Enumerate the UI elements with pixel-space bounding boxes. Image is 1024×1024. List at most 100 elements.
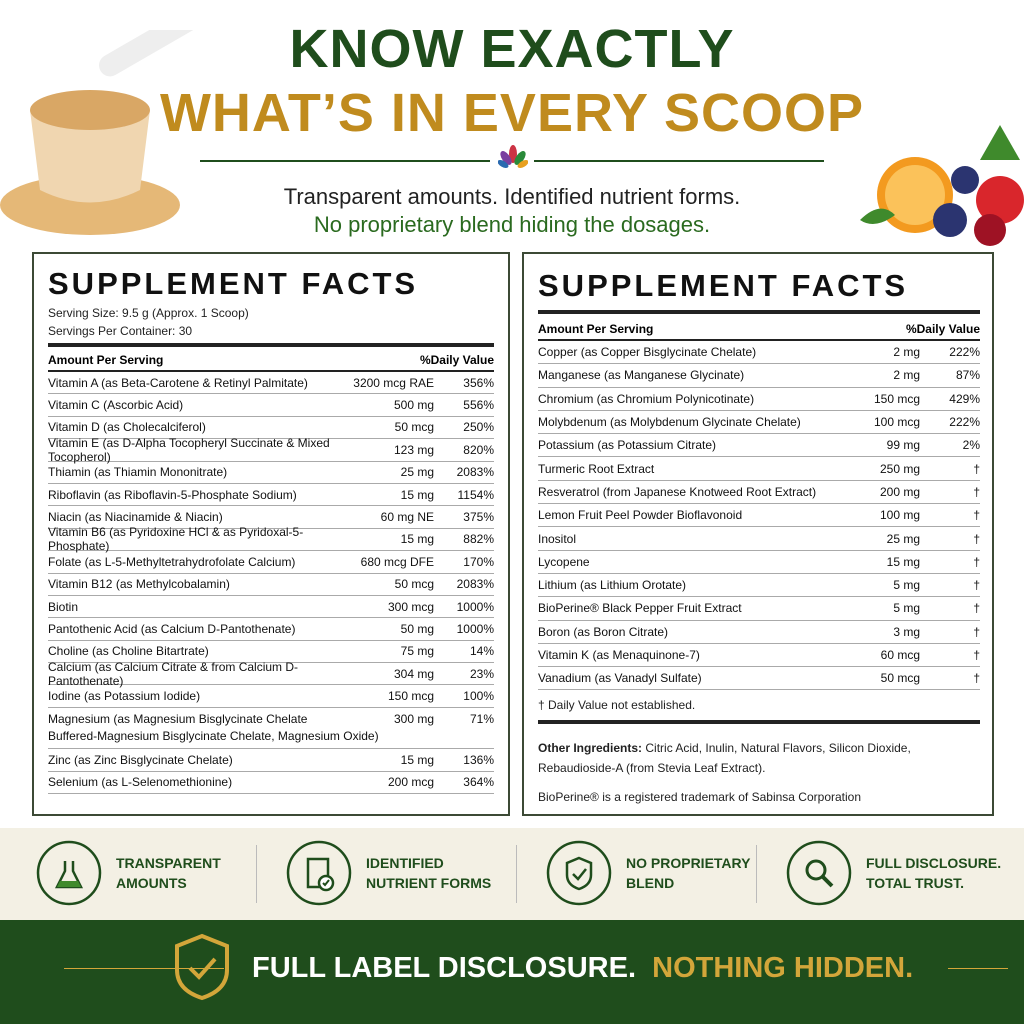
nutrient: Chromium (as Chromium Polynicotinate) — [538, 391, 755, 406]
row-wrap: Manganese (as Manganese Glycinate) 2 mg 87… — [538, 364, 980, 388]
amount: 60 mcg — [880, 648, 920, 662]
feature-icon — [36, 840, 102, 906]
daily-value: † — [973, 461, 980, 476]
daily-value: 356% — [463, 375, 494, 390]
feature-line: NO PROPRIETARY — [626, 855, 751, 871]
nutrient: Turmeric Root Extract — [538, 461, 655, 476]
daily-value: † — [973, 671, 980, 686]
amount: 3 mg — [893, 624, 920, 639]
text: NOTHING HIDDEN. — [652, 952, 914, 984]
row: Pantothenic Acid (as Calcium D-Pantothen… — [48, 618, 494, 639]
daily-value: 2% — [962, 438, 980, 453]
row: Zinc (as Zinc Bisglycinate Chelate) 15 mg… — [48, 749, 494, 770]
daily-value: 23% — [469, 666, 494, 681]
feature-label: IDENTIFIED NUTRIENT FORMS — [366, 853, 491, 893]
row-wrap: Riboflavin (as Riboflavin-5-Phosphate So… — [48, 484, 494, 507]
amount: 15 mg — [886, 554, 920, 569]
right-panel: SUPPLEMENT FACTS Amount Per Serving %Dail… — [522, 252, 994, 816]
header-cell: Amount Per Serving — [48, 353, 164, 367]
amount: 50 mg — [400, 621, 434, 636]
nutrient: Vitamin A (as Beta-Carotene & Retinyl Pa… — [48, 375, 308, 390]
nutrient: Vanadium (as Vanadyl Sulfate) — [538, 671, 702, 686]
row-wrap: Molybdenum (as Molybdenum Glycinate Chel… — [538, 411, 980, 435]
row-wrap: Inositol 25 mg † — [538, 527, 980, 551]
nutrient: Selenium (as L-Selenomethionine) — [48, 775, 233, 790]
amount: 75 mg — [400, 644, 434, 659]
feature: IDENTIFIED NUTRIENT FORMS — [286, 840, 491, 906]
amount: 250 mg — [879, 461, 920, 476]
daily-value: 87% — [955, 368, 980, 383]
row: Manganese (as Manganese Glycinate) 2 mg 87… — [538, 364, 980, 386]
row: Chromium (as Chromium Polynicotinate) 150… — [538, 388, 980, 410]
amount: 2 mg — [893, 345, 920, 360]
row-wrap: Biotin 300 mcg 1000% — [48, 596, 494, 619]
row: Magnesium (as Magnesium Bisglycinate Che… — [48, 708, 494, 729]
subtitle: No proprietary blend hiding the dosages. — [313, 212, 711, 237]
amount: 15 mg — [400, 487, 434, 502]
row-wrap: Resveratrol (from Japanese Knotweed Root… — [538, 481, 980, 505]
amount: 150 mcg — [873, 391, 920, 406]
shield-icon — [175, 933, 229, 1001]
daily-value: 71% — [469, 711, 494, 726]
fruit-image — [860, 125, 1024, 246]
feature-line: NUTRIENT FORMS — [366, 875, 492, 891]
header-cell: %Daily Value — [905, 322, 980, 336]
nutrient: Iodine (as Potassium Iodide) — [48, 689, 201, 704]
scoop-image — [0, 30, 206, 235]
nutrient: Vitamin K (as Menaquinone-7) — [538, 648, 700, 662]
row-wrap: Vanadium (as Vanadyl Sulfate) 50 mcg † — [538, 667, 980, 691]
row-wrap: Zinc (as Zinc Bisglycinate Chelate) 15 mg… — [48, 749, 494, 772]
feature-line: FULL DISCLOSURE. — [866, 855, 1002, 871]
row-wrap: Potassium (as Potassium Citrate) 99 mg 2% — [538, 434, 980, 458]
row-wrap: Magnesium (as Magnesium Bisglycinate Che… — [48, 708, 494, 750]
row-wrap: Vitamin E (as D-Alpha Tocopheryl Succina… — [48, 436, 494, 464]
row: Turmeric Root Extract 250 mg † — [538, 457, 980, 479]
row: Boron (as Boron Citrate) 3 mg † — [538, 621, 980, 643]
daily-value: 136% — [463, 752, 494, 767]
banner-text: FULL LABEL DISCLOSURE. NOTHING HIDDEN. — [252, 952, 913, 985]
daily-value: † — [973, 554, 980, 569]
feature-line: TRANSPARENT — [116, 855, 221, 871]
daily-value: † — [973, 578, 980, 593]
text: FULL LABEL DISCLOSURE. — [252, 952, 636, 984]
feature-label: NO PROPRIETARY BLEND — [626, 853, 750, 893]
row: Vitamin A (as Beta-Carotene & Retinyl Pa… — [48, 372, 494, 393]
row: Vitamin E (as D-Alpha Tocopheryl Succina… — [48, 436, 494, 464]
separator — [516, 845, 517, 903]
row: Selenium (as L-Selenomethionine) 200 mcg 3… — [48, 772, 494, 793]
trademark: BioPerine® is a registered trademark of … — [538, 790, 862, 805]
nutrient: Choline (as Choline Bitartrate) — [48, 644, 209, 659]
row: Potassium (as Potassium Citrate) 99 mg 2% — [538, 434, 980, 456]
amount: 50 mcg — [880, 671, 920, 686]
row-wrap: Copper (as Copper Bisglycinate Chelate) 2… — [538, 341, 980, 365]
nutrient: Folate (as L-5-Methyltetrahydrofolate Ca… — [48, 554, 296, 569]
daily-value: 1000% — [456, 621, 494, 636]
amount: 60 mg NE — [380, 510, 434, 525]
row-wrap: Vitamin K (as Menaquinone-7) 60 mcg † — [538, 644, 980, 668]
feature-line: BLEND — [626, 875, 675, 891]
row: Lemon Fruit Peel Powder Bioflavonoid 100 … — [538, 504, 980, 526]
nutrient: Manganese (as Manganese Glycinate) — [538, 368, 745, 383]
divider — [200, 160, 490, 162]
row-wrap: Lycopene 15 mg † — [538, 551, 980, 574]
row-wrap: Folate (as L-5-Methyltetrahydrofolate Ca… — [48, 551, 494, 574]
feature-line: TOTAL TRUST. — [866, 875, 964, 891]
row: Copper (as Copper Bisglycinate Chelate) 2… — [538, 341, 980, 363]
feature-line: IDENTIFIED — [366, 855, 444, 871]
daily-value: 429% — [949, 391, 980, 406]
row: Lithium (as Lithium Orotate) 5 mg † — [538, 574, 980, 596]
row: Lycopene 15 mg † — [538, 551, 980, 573]
other-ingredients: Other Ingredients: Citric Acid, Inulin, … — [538, 738, 980, 778]
row: Riboflavin (as Riboflavin-5-Phosphate So… — [48, 484, 494, 505]
row: Choline (as Choline Bitartrate) 75 mg 14% — [48, 641, 494, 662]
daily-value: 1154% — [457, 487, 494, 502]
row: Inositol 25 mg † — [538, 527, 980, 549]
daily-value: 2083% — [456, 577, 494, 592]
header-cell: Amount Per Serving — [538, 322, 654, 336]
panel-title: SUPPLEMENT FACTS — [48, 266, 419, 301]
daily-value: 364% — [463, 775, 494, 790]
row-wrap: Thiamin (as Thiamin Mononitrate) 25 mg 208… — [48, 462, 494, 484]
nutrient: Pantothenic Acid (as Calcium D-Pantothen… — [48, 621, 296, 636]
nutrient: Zinc (as Zinc Bisglycinate Chelate) — [48, 752, 233, 767]
daily-value: 820% — [463, 442, 494, 457]
